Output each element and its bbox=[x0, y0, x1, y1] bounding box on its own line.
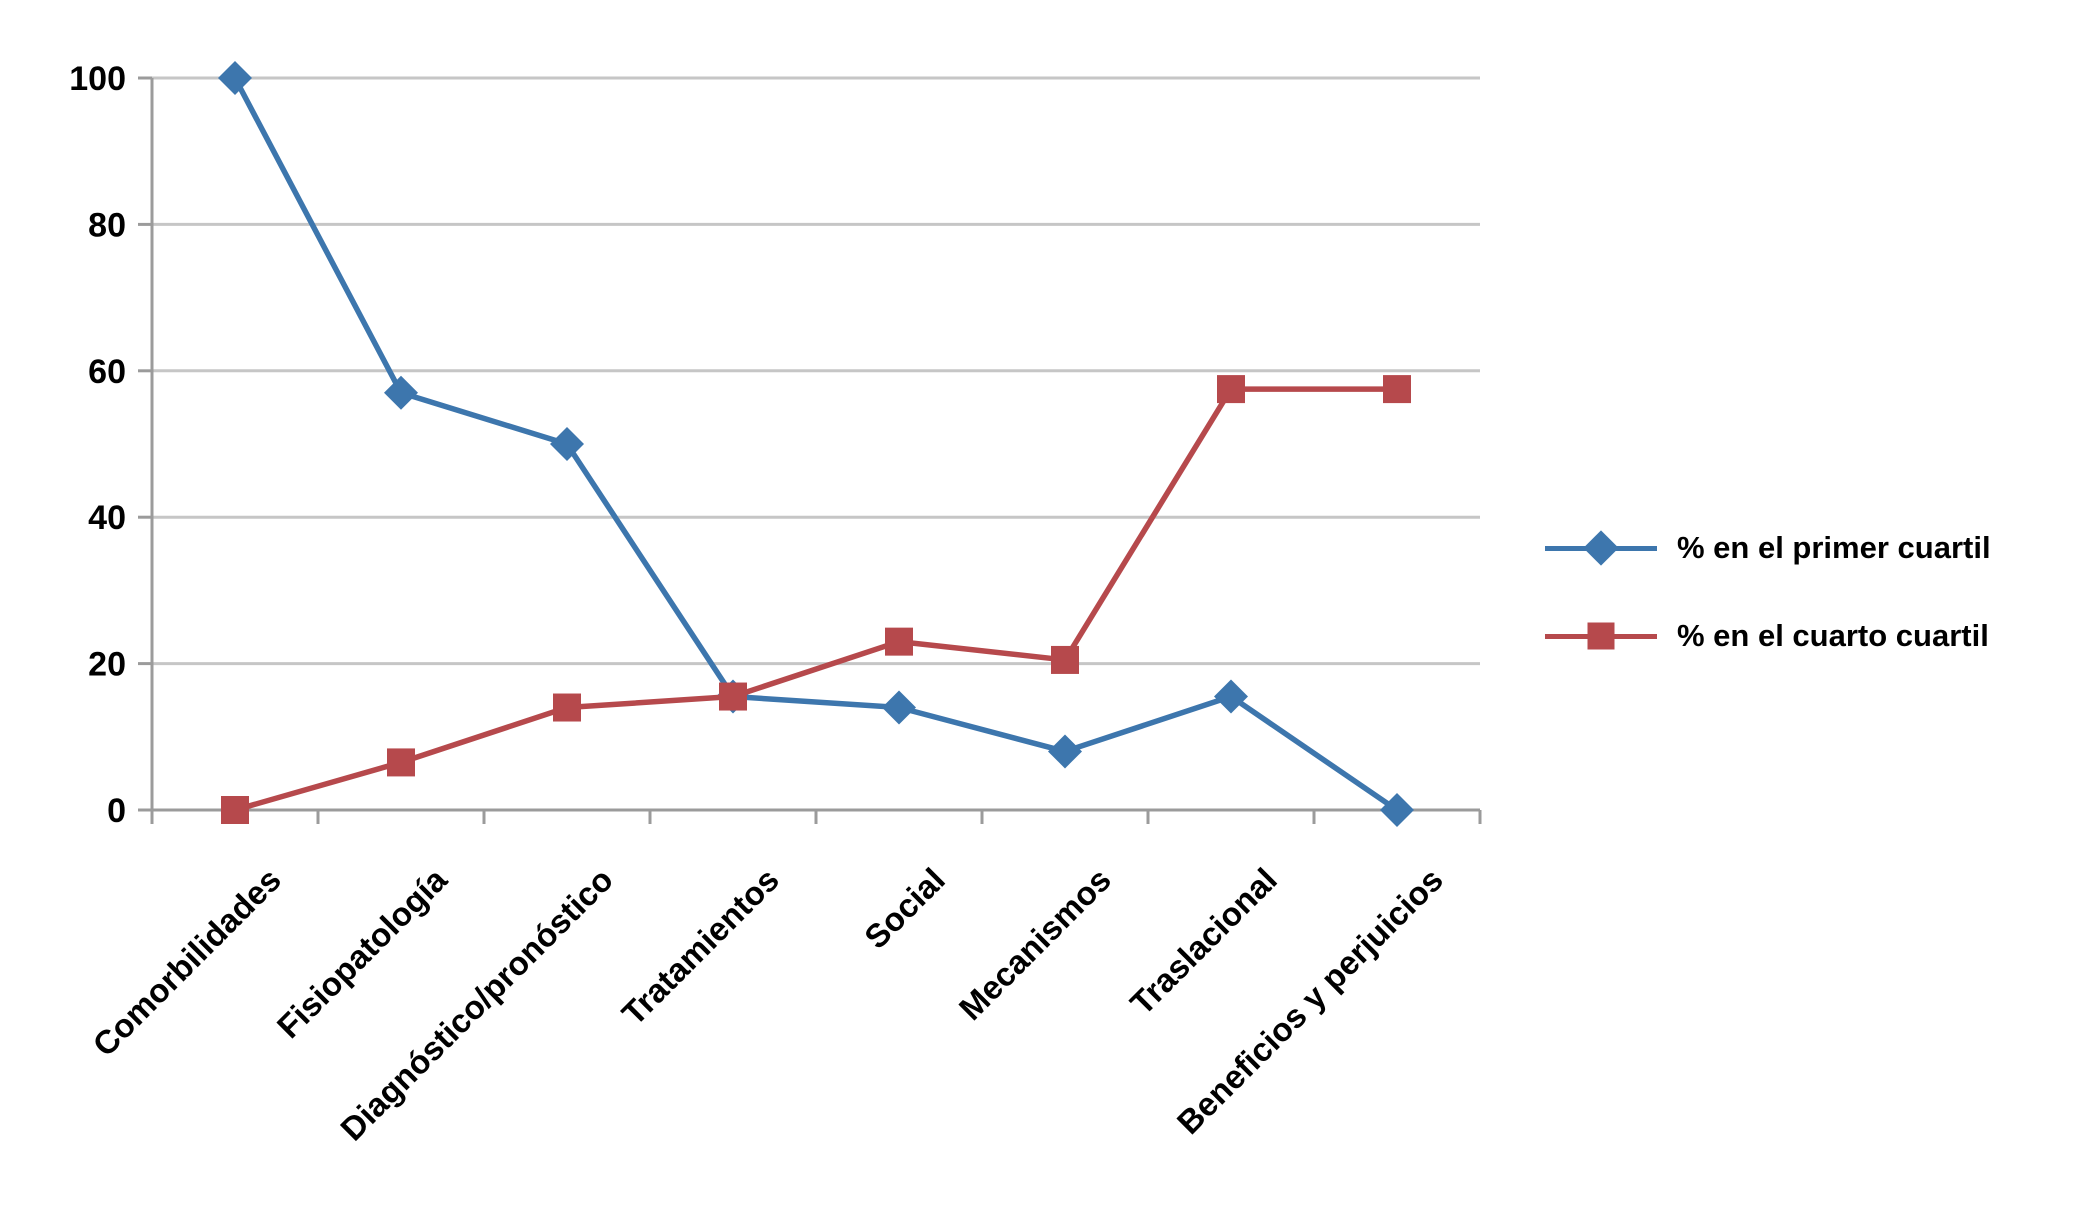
svg-text:0: 0 bbox=[107, 792, 126, 830]
blue-diamond-marker-icon bbox=[1583, 530, 1619, 566]
legend-label-primer-cuartil: % en el primer cuartil bbox=[1677, 530, 1991, 565]
svg-text:100: 100 bbox=[69, 60, 126, 98]
chart-legend: % en el primer cuartil % en el cuarto cu… bbox=[1545, 530, 1991, 654]
legend-item-primer-cuartil: % en el primer cuartil bbox=[1545, 530, 1991, 566]
red-square-marker-icon bbox=[1587, 622, 1615, 650]
svg-text:60: 60 bbox=[88, 353, 126, 391]
svg-text:80: 80 bbox=[88, 206, 126, 244]
line-chart: 0 20 40 60 80 100 Comorbilidades Fisiopatología… bbox=[69, 60, 1482, 1148]
svg-text:Mecanismos: Mecanismos bbox=[952, 861, 1118, 1027]
svg-text:Comorbilidades: Comorbilidades bbox=[85, 861, 287, 1063]
legend-swatch-red bbox=[1545, 618, 1657, 654]
chart-canvas: 0 20 40 60 80 100 ComorbilidadesFisiopatología… bbox=[69, 60, 1482, 1148]
svg-text:Beneficios y perjuicios: Beneficios y perjuicios bbox=[1170, 861, 1450, 1141]
svg-text:Diagnóstico/pronóstico: Diagnóstico/pronóstico bbox=[333, 861, 620, 1148]
svg-text:Traslacional: Traslacional bbox=[1123, 861, 1284, 1022]
legend-item-cuarto-cuartil: % en el cuarto cuartil bbox=[1545, 618, 1991, 654]
svg-text:40: 40 bbox=[88, 499, 126, 537]
svg-text:20: 20 bbox=[88, 646, 126, 684]
legend-swatch-blue bbox=[1545, 530, 1657, 566]
svg-text:Tratamientos: Tratamientos bbox=[615, 861, 786, 1032]
svg-text:Social: Social bbox=[857, 861, 952, 956]
legend-label-cuarto-cuartil: % en el cuarto cuartil bbox=[1677, 618, 1989, 653]
svg-text:Fisiopatología: Fisiopatología bbox=[270, 860, 455, 1045]
